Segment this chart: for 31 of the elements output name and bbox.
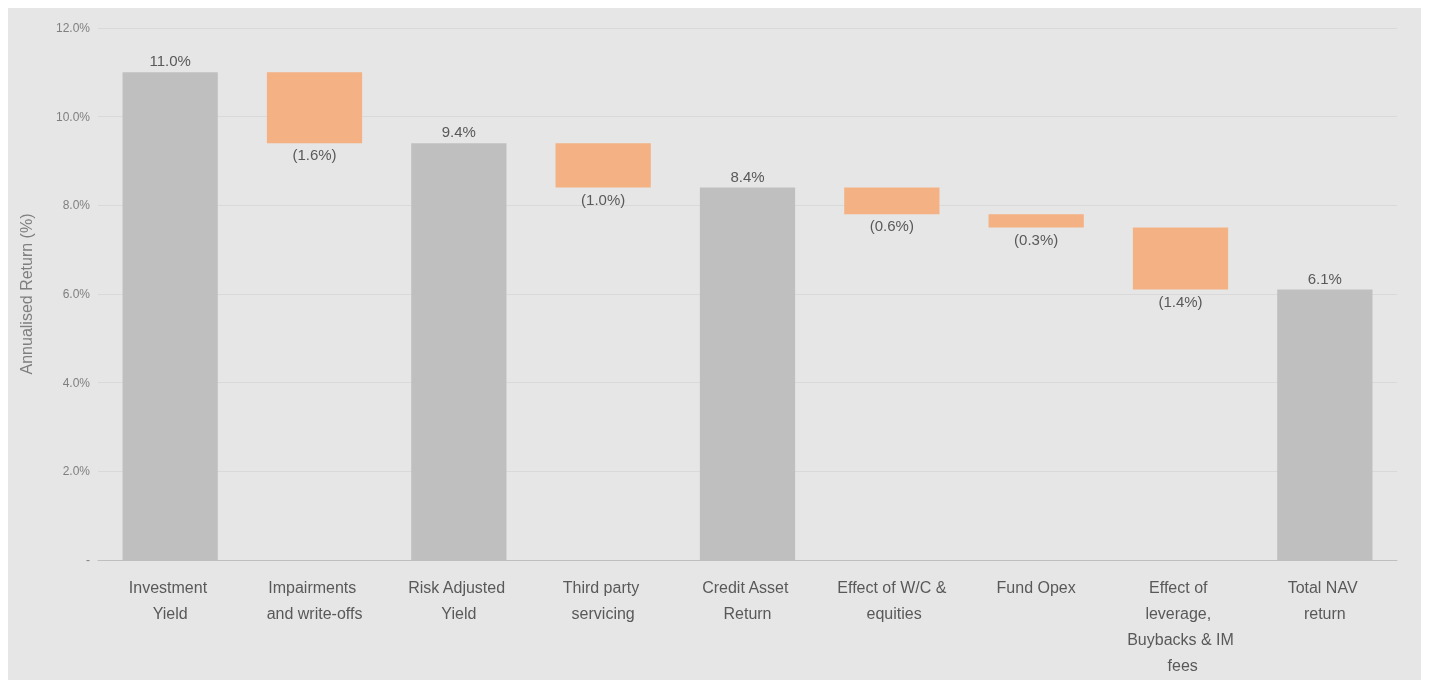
y-tick-label: 2.0% [62,464,91,479]
y-tick-label: 8.0% [62,198,91,213]
x-tick-label: Risk Adjusted Yield [408,578,510,622]
bar [555,143,651,188]
y-axis-title: Annualised Return (%) [17,213,35,375]
y-tick-label: - [86,553,90,567]
bar [266,72,363,144]
y-tick-label: 6.0% [62,287,91,301]
data-label: 11.0% [149,52,191,70]
x-tick-label: Effect of W/C & equities [837,578,947,622]
x-tick-label: Total NAV return [1287,578,1363,622]
data-label: (0.3%) [1014,230,1059,248]
x-tick-label: Fund Opex [996,578,1076,596]
data-label: 9.4% [441,123,476,141]
y-tick-label: 4.0% [62,375,91,390]
y-tick-label: 10.0% [55,109,91,124]
data-label: 8.4% [730,167,765,185]
data-label: (1.4%) [1158,292,1203,310]
y-tick-label: 12.0% [55,21,91,35]
x-tick-label: Third party servicing [562,578,644,622]
bar [988,214,1084,228]
x-tick-label: Credit Asset Return [702,578,793,622]
x-tick-label: Investment Yield [128,578,212,622]
data-label: 6.1% [1307,269,1342,287]
data-label: (1.0%) [581,190,626,208]
x-tick-label: Effect of leverage, Buybacks & IM fees [1127,578,1234,674]
bar [844,187,940,215]
data-label: (1.6%) [292,146,337,164]
x-tick-label: Impairments and write-offs [266,578,363,622]
bar [1132,227,1229,290]
data-label: (0.6%) [869,217,914,235]
